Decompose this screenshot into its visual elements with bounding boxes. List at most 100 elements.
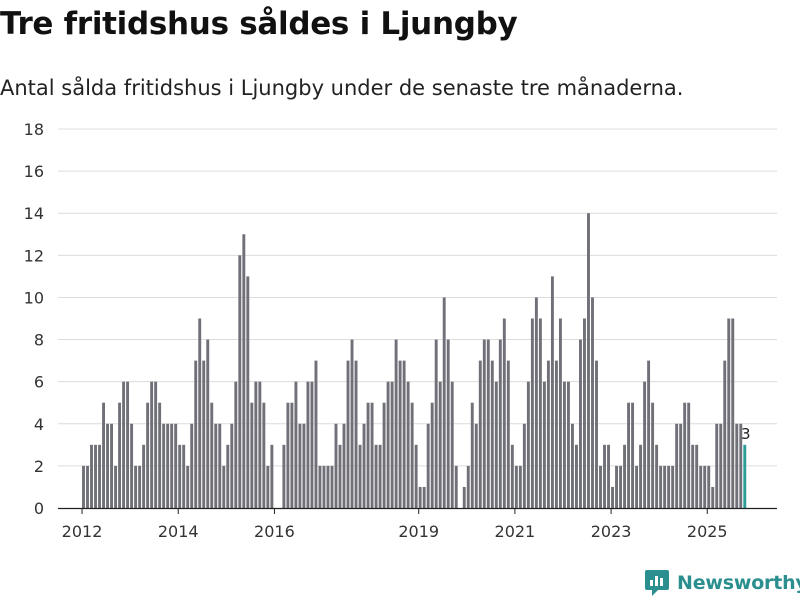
bar: [506, 360, 510, 508]
bar: [374, 444, 378, 508]
bar: [498, 339, 502, 508]
y-tick-label: 10: [24, 288, 44, 307]
bar: [326, 465, 330, 508]
bar: [627, 402, 631, 508]
bar: [142, 444, 146, 508]
bar: [579, 339, 582, 508]
bar: [110, 423, 114, 508]
bar: [522, 423, 526, 508]
bar: [647, 360, 651, 508]
bar: [446, 339, 450, 508]
bar: [679, 423, 683, 508]
bar: [198, 318, 202, 508]
bar: [478, 360, 482, 508]
bar: [687, 402, 691, 508]
bar: [386, 381, 390, 508]
bar: [346, 360, 350, 508]
bar: [150, 381, 154, 508]
bar: [739, 423, 743, 508]
bar: [202, 360, 206, 508]
bar: [623, 444, 627, 508]
bar: [130, 423, 134, 508]
chart-title: Tre fritidshus såldes i Ljungby: [0, 6, 518, 42]
data-label-latest: 3: [741, 425, 751, 443]
bar: [270, 444, 274, 508]
bar: [266, 465, 270, 508]
bar: [362, 423, 366, 508]
bar: [174, 423, 178, 508]
bar: [542, 381, 546, 508]
bar: [494, 381, 498, 508]
bar: [398, 360, 402, 508]
bar: [462, 486, 466, 508]
bar: [454, 465, 458, 508]
bar: [186, 465, 190, 508]
bar: [382, 402, 386, 508]
bar: [234, 381, 238, 508]
bar: [254, 381, 258, 508]
bar: [218, 423, 222, 508]
bar: [707, 465, 711, 508]
y-tick-label: 16: [24, 162, 44, 181]
bar: [98, 444, 101, 508]
bar: [106, 423, 110, 508]
bar: [562, 381, 566, 508]
bar: [246, 276, 250, 508]
bar: [566, 381, 570, 508]
bar: [490, 360, 494, 508]
bar: [486, 339, 490, 508]
bar: [314, 360, 318, 508]
bar: [534, 297, 538, 508]
bar: [86, 465, 89, 508]
bar: [242, 234, 246, 508]
bar: [607, 444, 610, 508]
bar: [294, 381, 298, 508]
bar: [426, 423, 430, 508]
bar: [406, 381, 410, 508]
bar: [306, 381, 310, 508]
bar: [178, 444, 182, 508]
bar-chart: 0 2 4 6 8 10 12 14 16 18 3 2012 2014 2016 2019 2021 2023…: [24, 120, 777, 541]
bar: [378, 444, 382, 508]
bar: [158, 402, 162, 508]
bar: [575, 444, 578, 508]
bar: [322, 465, 326, 508]
bar: [450, 381, 454, 508]
bar: [146, 402, 150, 508]
bar: [719, 423, 723, 508]
x-tick-label: 2021: [495, 522, 536, 541]
bar: [615, 465, 618, 508]
bar: [414, 444, 418, 508]
bar: [619, 465, 623, 508]
bar: [587, 213, 590, 508]
bar: [695, 444, 699, 508]
bar: [162, 423, 166, 508]
bar: [715, 423, 719, 508]
bar: [603, 444, 606, 508]
bar: [390, 381, 394, 508]
bar: [410, 402, 414, 508]
bar: [214, 423, 218, 508]
bar: [583, 318, 586, 508]
bar: [402, 360, 406, 508]
bar: [570, 423, 574, 508]
bar: [639, 444, 643, 508]
bar: [290, 402, 294, 508]
bar: [530, 318, 534, 508]
bar: [727, 318, 731, 508]
x-tick-label: 2014: [158, 522, 199, 541]
bar: [514, 465, 518, 508]
x-tick-label: 2016: [254, 522, 295, 541]
bar: [126, 381, 130, 508]
bar: [482, 339, 486, 508]
bar: [711, 486, 715, 508]
bar: [611, 486, 614, 508]
bar: [310, 381, 314, 508]
bar: [703, 465, 707, 508]
y-tick-label: 2: [34, 457, 44, 476]
x-tick-label: 2012: [62, 522, 103, 541]
bar: [631, 402, 635, 508]
brand-logo[interactable]: Newsworthy: [644, 566, 800, 600]
bar: [90, 444, 93, 508]
bar: [550, 276, 554, 508]
